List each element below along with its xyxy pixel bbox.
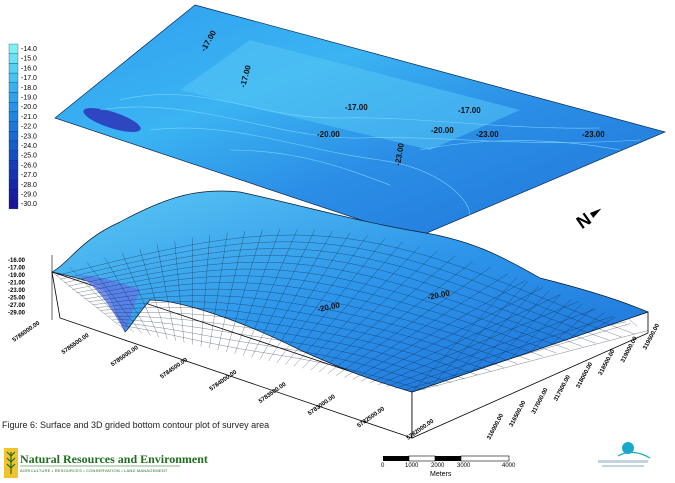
y-axis-label: 5786000.00 (12, 320, 42, 343)
legend-swatch (8, 140, 19, 151)
legend-label: -27.0 (21, 172, 37, 179)
y-axis-label: 5784500.00 (159, 357, 189, 380)
scale-tick-label: 4000 (502, 463, 516, 469)
logo-title: Natural Resources and Environment (20, 452, 208, 466)
legend-label: -15.0 (21, 56, 37, 63)
contour-label: -23.00 (582, 130, 605, 139)
legend-swatch (8, 63, 19, 74)
legend-swatch (8, 160, 19, 171)
x-axis-label: 318000.00 (576, 361, 595, 389)
legend-label: -29.0 (21, 192, 37, 199)
contour-label: -23.00 (393, 142, 406, 166)
legend-label: -16.0 (21, 65, 37, 72)
legend-swatch (8, 53, 19, 64)
z-axis-label: -27.00 (8, 303, 26, 309)
scale-tick-label: 3000 (457, 463, 471, 469)
north-arrow-icon: N (573, 208, 602, 233)
z-axis-label: -23.00 (8, 288, 26, 294)
legend-label: -30.0 (21, 201, 37, 208)
marine-logo-icon (598, 442, 651, 467)
legend-swatch (8, 43, 19, 54)
legend-swatch (8, 72, 19, 83)
scale-bar-unit: Meters (430, 471, 452, 478)
wheat-logo-icon (4, 448, 18, 478)
scale-bar (383, 455, 510, 462)
legend-label: -28.0 (21, 182, 37, 189)
contour-label: -20.00 (431, 126, 454, 135)
legend-label: -25.0 (21, 153, 37, 160)
legend-label: -20.0 (21, 104, 37, 111)
z-axis-label: -25.00 (8, 296, 26, 302)
y-axis-label: 5785000.00 (110, 345, 140, 368)
x-axis-label: 316500.00 (509, 400, 528, 428)
legend-label: -14.0 (21, 46, 37, 53)
x-axis-label: 317000.00 (531, 387, 550, 415)
legend-swatch (8, 199, 19, 210)
legend-label: -23.0 (21, 133, 37, 140)
legend-label: -24.0 (21, 143, 37, 150)
z-axis-label: -29.00 (8, 311, 26, 317)
legend-label: -18.0 (21, 85, 37, 92)
legend-swatch (8, 111, 19, 122)
legend-label: -21.0 (21, 114, 37, 121)
z-axis-label: -19.00 (8, 273, 26, 279)
legend-swatch (8, 169, 19, 180)
legend-swatch (8, 150, 19, 161)
depth-legend: -14.0 -15.0 -16.0 -17.0 -18.0 -19.0 -20.0 -21.0… (8, 43, 37, 210)
z-axis-label: -17.00 (8, 266, 26, 272)
surface-3d: -20.00-20.00 -16.00-17.00-19.00-21.00-23… (8, 190, 661, 442)
x-axis-label: 317500.00 (553, 374, 572, 402)
legend-swatch (8, 189, 19, 200)
z-axis-label: -21.00 (8, 281, 26, 287)
x-axis-label: 316000.00 (486, 412, 505, 440)
legend-swatch (8, 131, 19, 142)
contour-label: -17.00 (345, 103, 368, 112)
contour-label: -23.00 (476, 130, 499, 139)
legend-swatch (8, 92, 19, 103)
scale-tick-label: 1000 (405, 463, 419, 469)
legend-label: -22.0 (21, 124, 37, 131)
legend-swatch (8, 179, 19, 190)
contour-map: -17.00-17.00-17.00 -17.00-20.00 -20.00 -23.… (54, 4, 667, 239)
legend-label: -26.0 (21, 162, 37, 169)
logo-subtitle: AGRICULTURE • RESOURCES • CONSERVATION •… (20, 468, 168, 473)
scale-tick-label: 0 (381, 463, 385, 469)
legend-swatch (8, 102, 19, 113)
legend-label: -19.0 (21, 95, 37, 102)
legend-swatch (8, 121, 19, 132)
z-axis-label: -16.00 (8, 258, 26, 264)
legend-swatch (8, 82, 19, 93)
figure-caption: Figure 6: Surface and 3D grided bottom c… (2, 420, 270, 430)
contour-label: -17.00 (458, 106, 481, 115)
legend-label: -17.0 (21, 75, 37, 82)
scale-tick-label: 2000 (431, 463, 445, 469)
y-axis-label: 5785500.00 (61, 332, 91, 355)
contour-label: -20.00 (317, 130, 340, 139)
